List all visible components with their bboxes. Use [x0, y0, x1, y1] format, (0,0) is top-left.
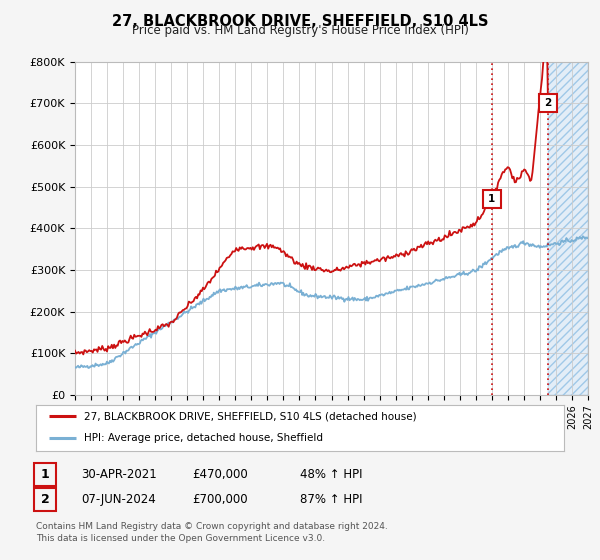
- Text: 1: 1: [41, 468, 49, 481]
- Text: 2: 2: [544, 98, 551, 108]
- Bar: [548, 62, 588, 395]
- Text: 2: 2: [41, 493, 49, 506]
- Text: 30-APR-2021: 30-APR-2021: [81, 468, 157, 481]
- Text: 27, BLACKBROOK DRIVE, SHEFFIELD, S10 4LS: 27, BLACKBROOK DRIVE, SHEFFIELD, S10 4LS: [112, 14, 488, 29]
- Text: 07-JUN-2024: 07-JUN-2024: [81, 493, 156, 506]
- Text: £470,000: £470,000: [192, 468, 248, 481]
- Text: £700,000: £700,000: [192, 493, 248, 506]
- Text: 27, BLACKBROOK DRIVE, SHEFFIELD, S10 4LS (detached house): 27, BLACKBROOK DRIVE, SHEFFIELD, S10 4LS…: [83, 412, 416, 421]
- Text: 87% ↑ HPI: 87% ↑ HPI: [300, 493, 362, 506]
- Text: 1: 1: [488, 194, 496, 204]
- Bar: [548, 62, 588, 395]
- Text: Price paid vs. HM Land Registry's House Price Index (HPI): Price paid vs. HM Land Registry's House …: [131, 24, 469, 37]
- Text: HPI: Average price, detached house, Sheffield: HPI: Average price, detached house, Shef…: [83, 433, 323, 443]
- Text: 48% ↑ HPI: 48% ↑ HPI: [300, 468, 362, 481]
- Text: Contains HM Land Registry data © Crown copyright and database right 2024.
This d: Contains HM Land Registry data © Crown c…: [36, 522, 388, 543]
